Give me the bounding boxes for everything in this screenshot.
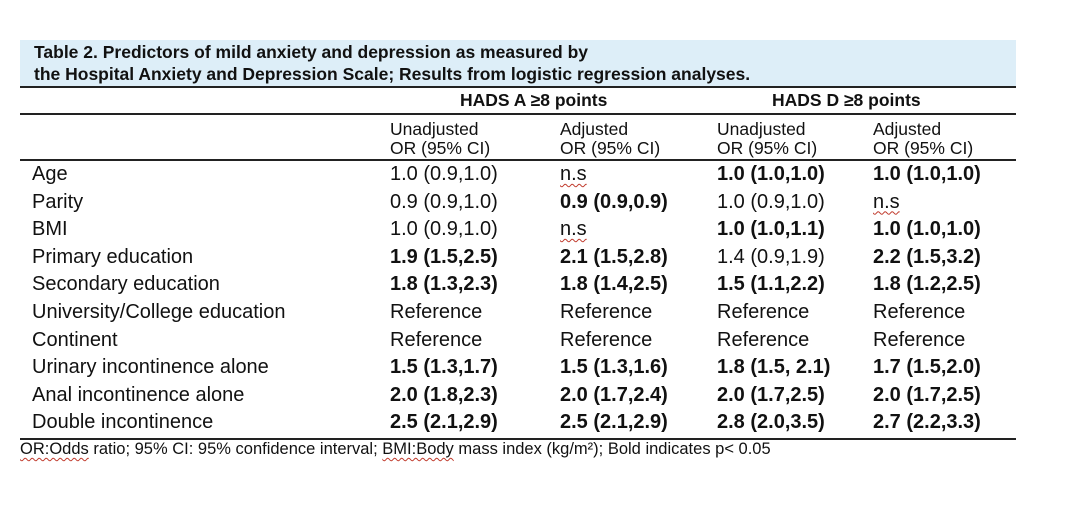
odds-ratio-cell: 1.8 (1.3,2.3) [390,273,498,296]
odds-ratio-cell: 1.5 (1.3,1.6) [560,356,668,379]
odds-ratio-cell: 1.0 (0.9,1.0) [717,190,825,213]
subheader-col1: Unadjusted OR (95% CI) [390,120,490,158]
odds-ratio-cell: 1.0 (1.0,1.0) [873,218,981,241]
table-row: Urinary incontinence alone 1.5 (1.3,1.7) 1… [20,354,1016,382]
row-label: Age [32,163,68,185]
odds-ratio-cell: 1.7 (1.5,2.0) [873,356,981,379]
odds-ratio-cell: 2.0 (1.8,2.3) [390,383,498,406]
odds-ratio-cell: 0.9 (0.9,0.9) [560,190,668,213]
subheader-col4-unit: OR (95% CI) [873,138,974,158]
row-label: Primary education [32,245,194,268]
odds-ratio-cell: 1.8 (1.2,2.5) [873,273,981,296]
table-caption: Table 2. Predictors of mild anxiety and … [20,40,1016,86]
odds-ratio-cell: 2.0 (1.7,2.5) [873,383,981,406]
odds-ratio-cell: Reference [560,328,653,351]
odds-ratio-cell: 2.1 (1.5,2.8) [560,245,668,268]
subheader-col3-unit: OR (95% CI) [717,138,818,158]
odds-ratio-cell: 1.0 (0.9,1.0) [390,218,498,241]
odds-ratio-cell: 1.0 (1.0,1.1) [717,218,825,241]
odds-ratio-cell: 1.4 (0.9,1.9) [717,245,825,268]
caption-line-1: Table 2. Predictors of mild anxiety and … [34,42,589,62]
odds-ratio-cell: 2.5 (2.1,2.9) [560,411,668,434]
odds-ratio-cell: Reference [873,328,966,351]
row-label: University/College education [32,301,286,323]
caption-rule [20,86,1016,88]
odds-ratio-cell: Reference [390,301,483,323]
row-label: Anal incontinence alone [32,383,245,406]
odds-ratio-cell: Reference [560,301,653,323]
odds-ratio-cell: 0.9 (0.9,1.0) [390,190,498,213]
row-label: BMI [32,218,68,241]
odds-ratio-cell: 2.8 (2.0,3.5) [717,411,825,434]
subheader-col2-label: Adjusted [560,119,629,139]
odds-ratio-cell: Reference [390,328,483,351]
subheader-col3: Unadjusted OR (95% CI) [717,120,817,158]
table-row: Age 1.0 (0.9,1.0) n.s 1.0 (1.0,1.0) 1.0 (1.0… [20,161,1016,189]
odds-ratio-cell: n.s [873,190,900,213]
group-header-hads-a: HADS A ≥8 points [460,90,608,110]
row-label: Urinary incontinence alone [32,356,269,379]
odds-ratio-cell: Reference [717,328,810,351]
footnote-or-abbr: OR:Odds [20,440,89,458]
row-label: Secondary education [32,273,220,296]
subheader-col1-label: Unadjusted [390,119,479,139]
table-row: Secondary education 1.8 (1.3,2.3) 1.8 (1.4… [20,271,1016,299]
odds-ratio-cell: 2.2 (1.5,3.2) [873,245,981,268]
odds-ratio-cell: 2.7 (2.2,3.3) [873,411,981,434]
odds-ratio-cell: 2.5 (2.1,2.9) [390,411,498,434]
subheader-col4-label: Adjusted [873,119,942,139]
table-row: Primary education 1.9 (1.5,2.5) 2.1 (1.5,2… [20,244,1016,272]
subheader-col2: Adjusted OR (95% CI) [560,120,660,158]
odds-ratio-cell: 1.0 (1.0,1.0) [717,163,825,185]
row-label: Double incontinence [32,411,214,434]
table-row: University/College education Reference Ref… [20,299,1016,327]
odds-ratio-cell: 2.0 (1.7,2.4) [560,383,668,406]
odds-ratio-cell: Reference [717,301,810,323]
odds-ratio-cell: n.s [560,218,587,241]
subheader-col4: Adjusted OR (95% CI) [873,120,973,158]
odds-ratio-cell: 1.5 (1.1,2.2) [717,273,825,296]
table-row: BMI 1.0 (0.9,1.0) n.s 1.0 (1.0,1.1) 1.0 (1.0… [20,216,1016,244]
odds-ratio-cell: Reference [873,301,966,323]
footnote-bmi-abbr: BMI:Body [382,440,454,458]
group-header-rule [20,113,1016,115]
subheader-rule [20,159,1016,161]
caption-line-2: the Hospital Anxiety and Depression Scal… [34,64,751,84]
table-row: Double incontinence 2.5 (2.1,2.9) 2.5 (2.1… [20,409,1016,437]
odds-ratio-cell: 1.8 (1.4,2.5) [560,273,668,296]
footnote-bmi-text: mass index (kg/m²); Bold indicates p< 0.… [453,440,771,458]
row-label: Parity [32,190,84,213]
subheader-col3-label: Unadjusted [717,119,806,139]
odds-ratio-cell: 1.8 (1.5, 2.1) [717,356,831,379]
table-row: Anal incontinence alone 2.0 (1.8,2.3) 2.0 … [20,382,1016,410]
footnote-or-text: ratio; 95% CI: 95% confidence interval; [88,440,383,458]
subheader-col1-unit: OR (95% CI) [390,138,491,158]
odds-ratio-cell: 1.5 (1.3,1.7) [390,356,498,379]
table-footnote: OR:Odds ratio; 95% CI: 95% confidence in… [20,440,771,459]
table-row: Parity 0.9 (0.9,1.0) 0.9 (0.9,0.9) 1.0 (0.9… [20,189,1016,217]
subheader-col2-unit: OR (95% CI) [560,138,661,158]
odds-ratio-cell: 1.0 (1.0,1.0) [873,163,981,185]
group-header-hads-d: HADS D ≥8 points [772,90,921,110]
odds-ratio-cell: 2.0 (1.7,2.5) [717,383,825,406]
table-row: Continent Reference Reference Reference Refe… [20,327,1016,355]
bottom-rule [20,438,1016,440]
regression-table: Table 2. Predictors of mild anxiety and … [20,40,1016,480]
row-label: Continent [32,328,118,351]
odds-ratio-cell: n.s [560,163,587,185]
odds-ratio-cell: 1.9 (1.5,2.5) [390,245,498,268]
odds-ratio-cell: 1.0 (0.9,1.0) [390,163,498,185]
